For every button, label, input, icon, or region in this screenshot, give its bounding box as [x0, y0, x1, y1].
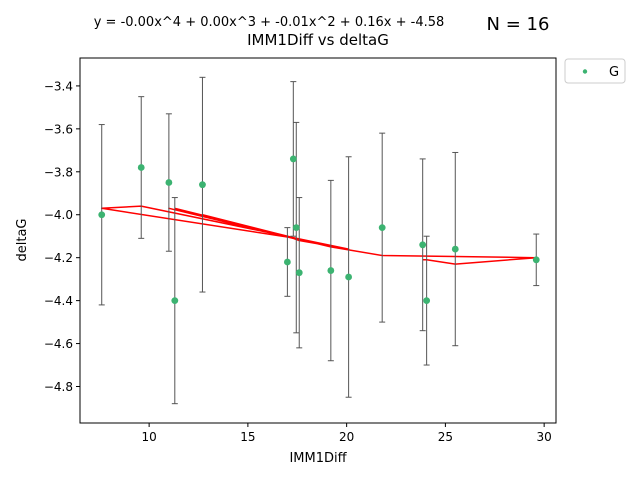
- y-tick-label: −4.0: [44, 208, 73, 222]
- y-tick-label: −3.8: [44, 165, 73, 179]
- data-point-layer: [98, 155, 540, 305]
- data-point: [451, 245, 459, 253]
- axes-frame: [79, 57, 557, 424]
- y-axis-label: deltaG: [15, 219, 30, 262]
- x-tick-label: 30: [537, 430, 552, 444]
- x-axis-ticks: 10 15 20 25 30: [141, 423, 552, 444]
- y-tick-label: −3.4: [44, 79, 73, 93]
- data-point: [423, 297, 431, 305]
- x-tick-label: 25: [438, 430, 453, 444]
- legend-label: G: [609, 65, 619, 80]
- x-tick-label: 15: [240, 430, 255, 444]
- legend-marker: [582, 69, 588, 74]
- y-tick-label: −3.6: [44, 122, 73, 136]
- data-point: [199, 181, 206, 189]
- y-tick-label: −4.8: [44, 380, 73, 394]
- y-axis-ticks: −3.4 −3.6 −3.8 −4.0 −4.2 −4.4 −4.6 −4.8: [44, 79, 80, 394]
- data-point: [532, 256, 540, 264]
- data-point: [378, 224, 386, 232]
- legend-box: [564, 58, 626, 84]
- y-tick-label: −4.4: [44, 294, 73, 308]
- fit-line: [100, 205, 537, 265]
- data-point: [165, 179, 173, 186]
- data-point: [137, 164, 145, 171]
- data-point: [295, 269, 303, 277]
- data-point: [283, 258, 291, 266]
- data-point: [292, 224, 300, 232]
- fit-line-layer: [100, 205, 537, 265]
- data-point: [327, 267, 335, 274]
- data-point: [345, 273, 353, 281]
- data-point: [171, 297, 179, 305]
- x-axis-label: IMM1Diff: [289, 451, 347, 466]
- fit-equation: y = -0.00x^4 + 0.00x^3 + -0.01x^2 + 0.16…: [94, 15, 445, 30]
- data-point: [98, 211, 106, 219]
- y-tick-label: −4.6: [44, 337, 73, 351]
- chart-title: IMM1Diff vs deltaG: [247, 31, 389, 49]
- x-tick-label: 20: [339, 430, 354, 444]
- sample-count: N = 16: [487, 14, 550, 35]
- data-point: [419, 241, 427, 249]
- data-point: [289, 155, 297, 163]
- legend: G: [564, 58, 626, 84]
- x-tick-label: 10: [141, 430, 156, 444]
- y-tick-label: −4.2: [44, 251, 73, 265]
- plot-area: [79, 57, 557, 424]
